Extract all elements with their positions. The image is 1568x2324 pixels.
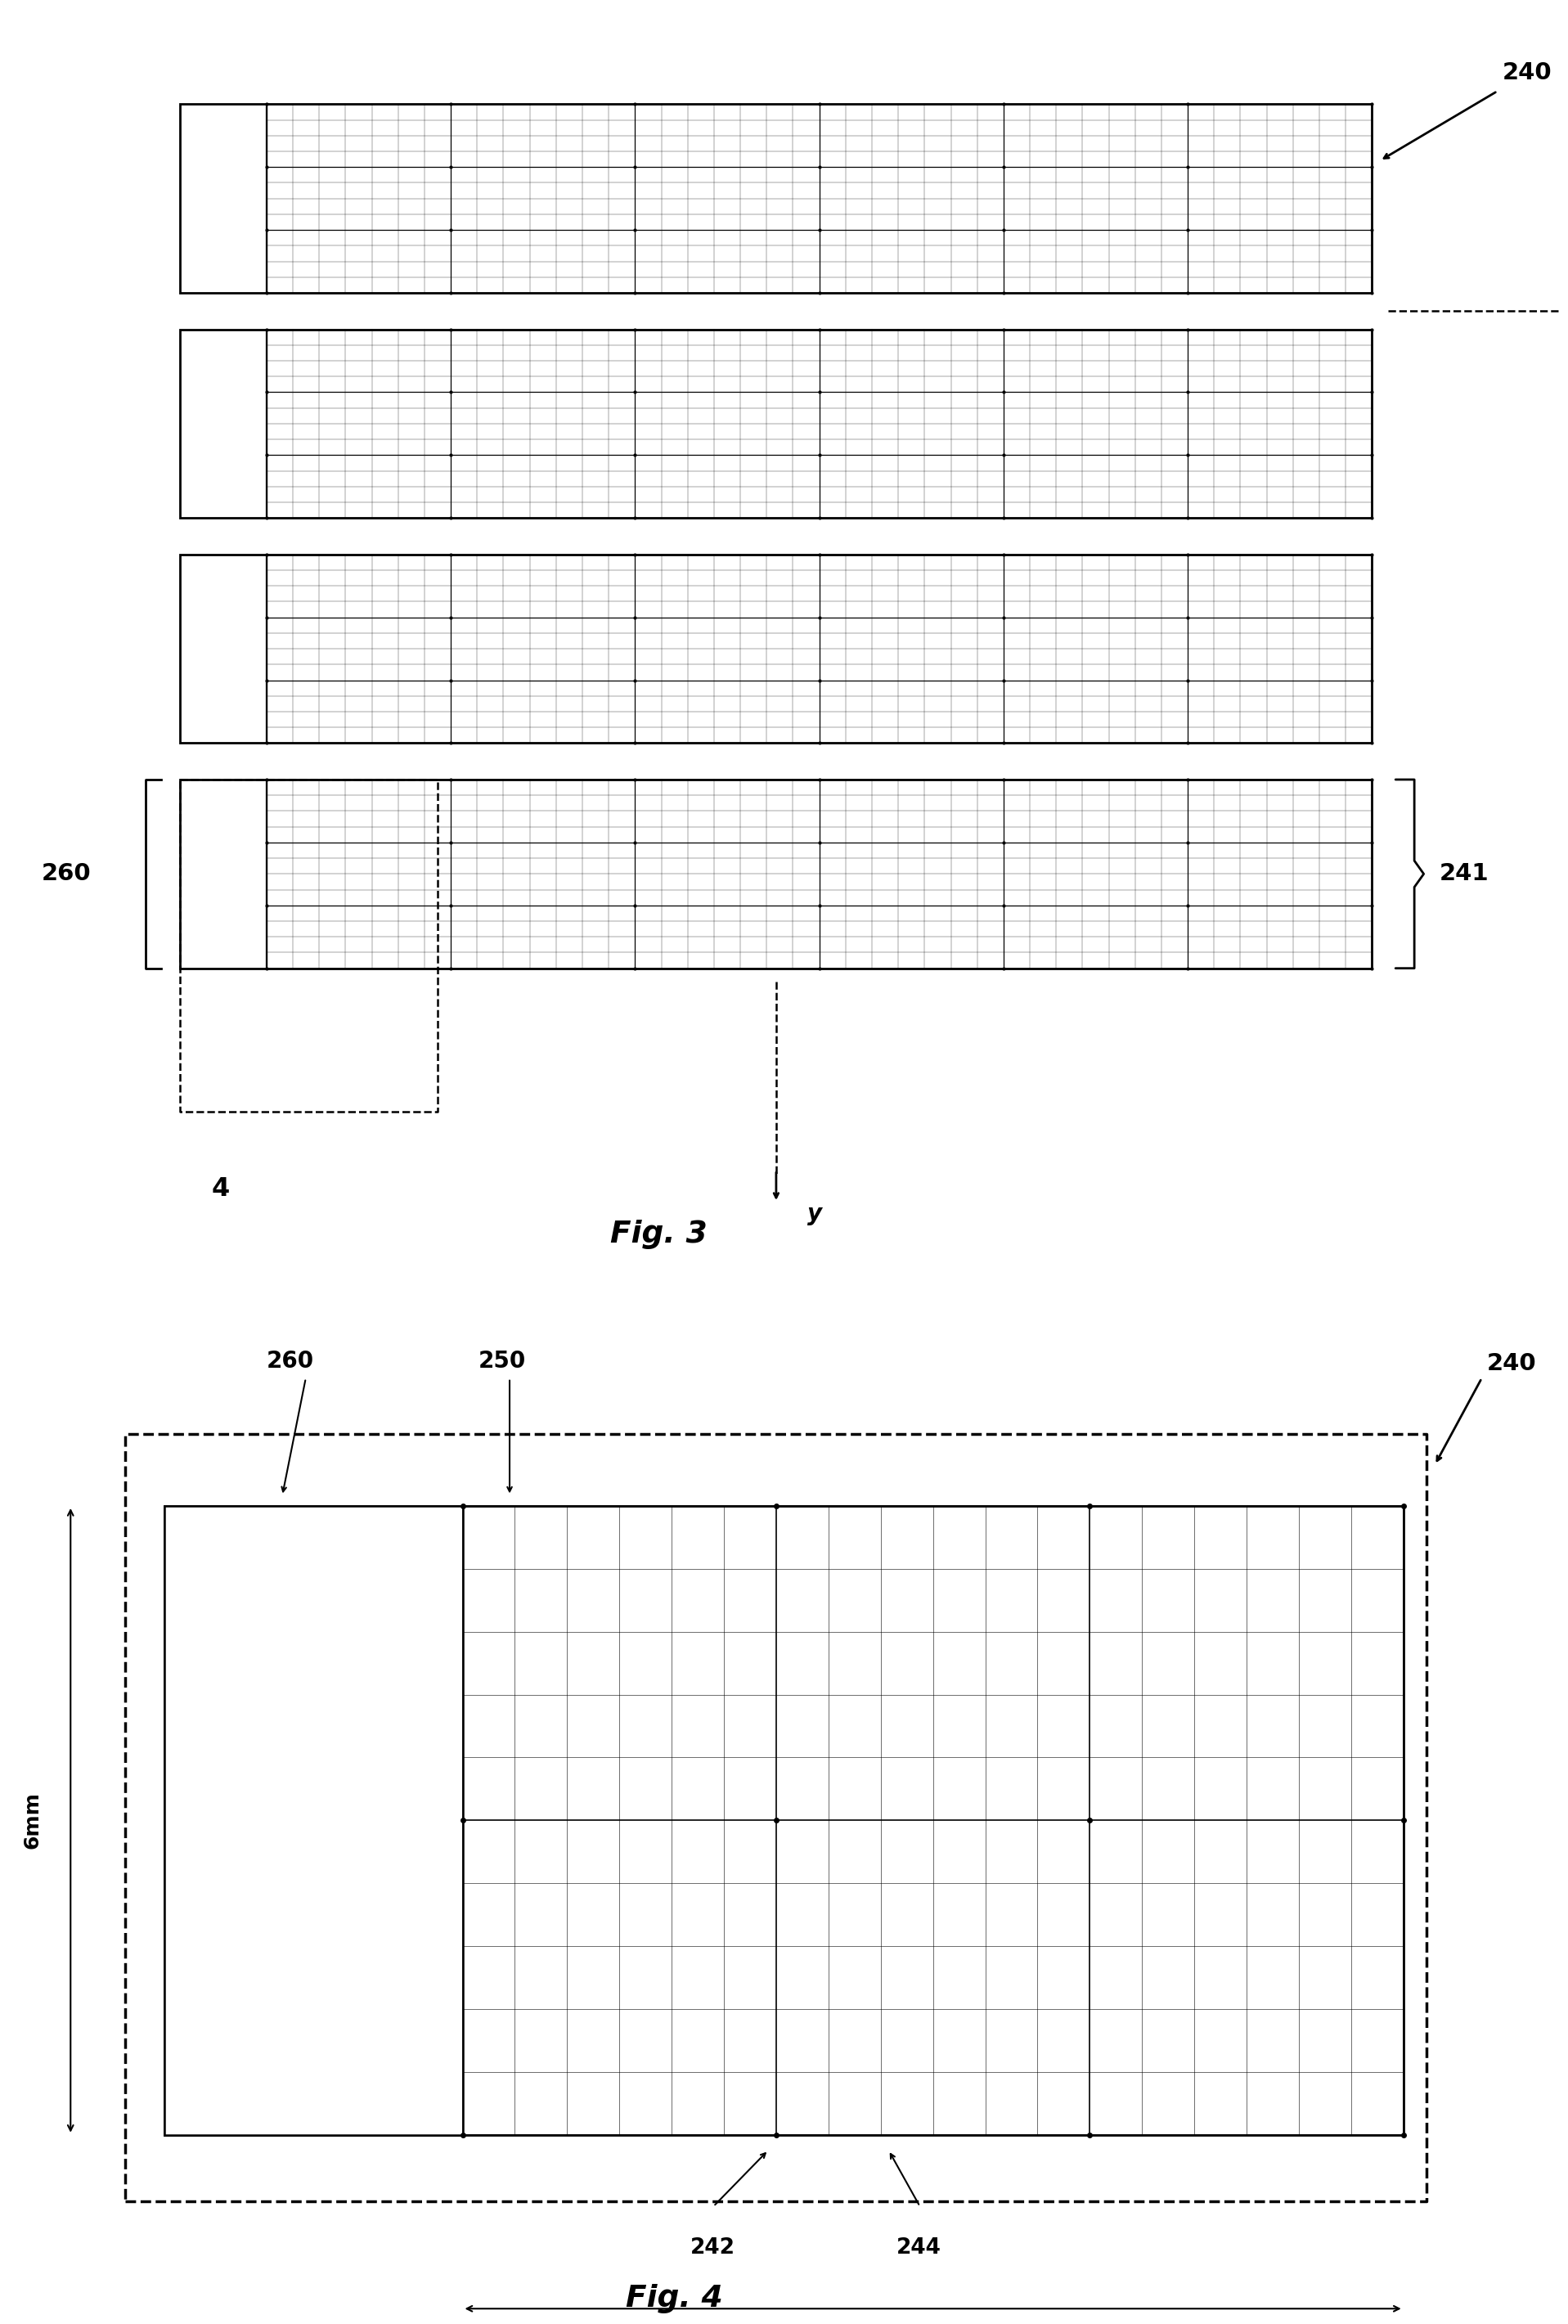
Text: Fig. 4: Fig. 4 [626, 2284, 723, 2315]
Text: 240: 240 [1502, 63, 1552, 84]
Bar [180, 105, 1372, 293]
Text: 250: 250 [478, 1350, 525, 1373]
Text: y: y [808, 1202, 822, 1225]
Text: 4: 4 [212, 1176, 230, 1202]
Bar [180, 555, 1372, 744]
Bar [165, 1506, 463, 2136]
Text: 260: 260 [41, 862, 91, 885]
Text: Fig. 3: Fig. 3 [610, 1220, 707, 1250]
Text: 260: 260 [267, 1350, 314, 1373]
Text: 6mm: 6mm [22, 1792, 42, 1850]
Text: 244: 244 [897, 2238, 941, 2259]
Text: 242: 242 [690, 2238, 735, 2259]
Text: 240: 240 [1486, 1353, 1537, 1376]
Text: 241: 241 [1439, 862, 1490, 885]
Bar [165, 1506, 1403, 2136]
Bar [180, 330, 1372, 518]
Bar [180, 779, 1372, 969]
